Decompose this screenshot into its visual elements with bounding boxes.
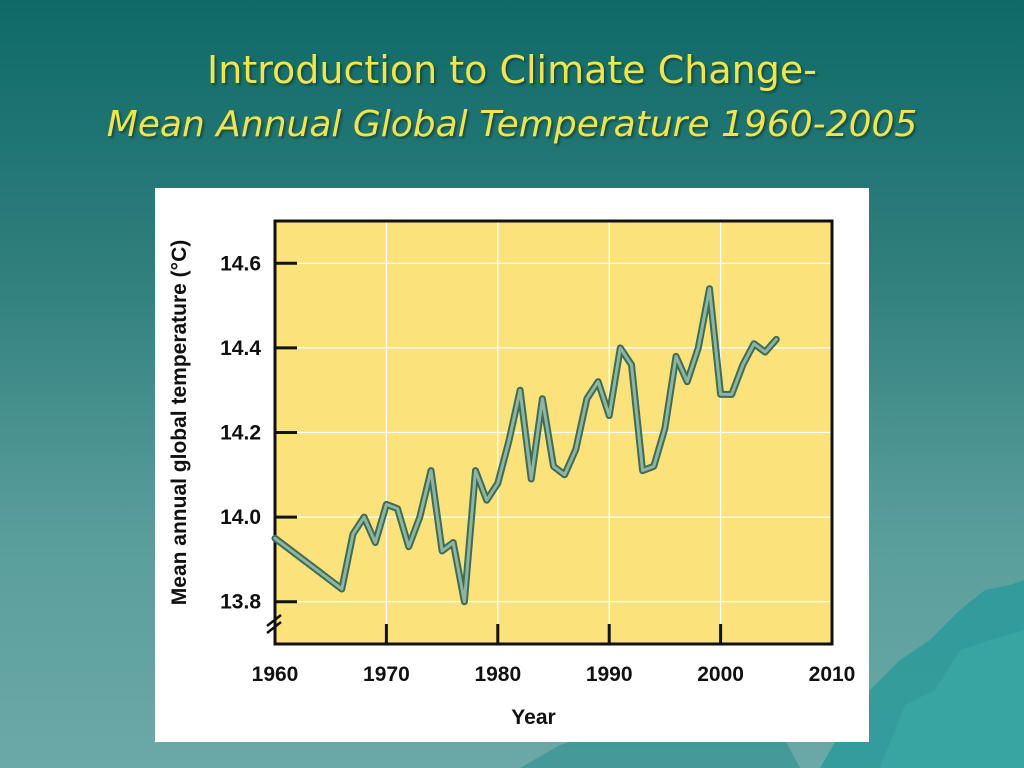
y-axis-title: Mean annual global temperature (°C)	[168, 240, 191, 605]
data-point	[541, 398, 543, 400]
y-tick-label: 14.0	[220, 506, 261, 529]
data-point	[608, 415, 610, 417]
y-tick-label: 14.2	[220, 422, 261, 445]
data-point	[430, 470, 432, 472]
data-point	[675, 355, 677, 357]
data-point	[519, 389, 521, 391]
chart-card: 13.8 14.0 14.2 14.4 14.6 1960 1970 1980 1990 2000…	[155, 188, 869, 742]
data-point	[307, 563, 309, 565]
data-point	[274, 537, 276, 539]
data-point	[553, 465, 554, 467]
data-point	[619, 347, 621, 349]
data-point	[530, 478, 532, 480]
data-point	[720, 393, 722, 395]
data-point	[419, 516, 421, 518]
data-point	[642, 470, 644, 472]
x-axis-title: Year	[511, 706, 555, 729]
data-point	[586, 398, 588, 400]
x-tick-label: 1980	[474, 663, 521, 686]
data-point	[753, 343, 755, 345]
data-point	[408, 546, 410, 548]
x-tick-label: 2000	[697, 663, 744, 686]
data-point	[330, 580, 332, 582]
data-point	[385, 503, 387, 505]
data-point	[664, 427, 666, 429]
data-point	[775, 338, 777, 340]
temperature-chart: 13.8 14.0 14.2 14.4 14.6 1960 1970 1980 1990 2000…	[168, 219, 856, 729]
data-point	[575, 448, 577, 450]
x-tick-label: 1960	[252, 663, 299, 686]
data-point	[564, 474, 566, 476]
data-point	[463, 601, 465, 603]
x-tick-label: 1990	[586, 663, 633, 686]
x-tick-label: 2010	[809, 663, 856, 686]
data-point	[653, 465, 655, 467]
data-point	[341, 588, 343, 590]
data-point	[296, 554, 298, 556]
data-point	[441, 550, 443, 552]
data-point	[352, 533, 354, 535]
data-point	[475, 470, 477, 472]
data-point	[708, 288, 710, 290]
data-point	[397, 508, 399, 510]
data-point	[508, 440, 510, 442]
data-point	[374, 541, 376, 543]
data-point	[363, 516, 365, 518]
axis-break-mark	[266, 614, 282, 627]
y-tick-label: 14.6	[220, 252, 261, 275]
data-point	[697, 347, 699, 349]
slide-subtitle: Mean Annual Global Temperature 1960-2005	[106, 104, 918, 145]
y-tick-label: 13.8	[220, 591, 261, 614]
data-point	[285, 546, 287, 548]
data-point	[764, 351, 766, 353]
data-point	[686, 381, 688, 383]
data-point	[497, 482, 499, 484]
data-point	[742, 364, 744, 366]
slide-title: Introduction to Climate Change-	[207, 48, 817, 92]
x-tick-label: 1970	[363, 663, 410, 686]
data-point	[731, 393, 733, 395]
data-point	[319, 571, 321, 573]
data-point	[452, 541, 454, 543]
data-point	[630, 364, 632, 366]
temperature-line	[273, 287, 778, 604]
data-point	[597, 381, 599, 383]
axis-break-mark	[266, 621, 282, 634]
data-point	[486, 499, 488, 501]
y-tick-label: 14.4	[220, 337, 261, 360]
